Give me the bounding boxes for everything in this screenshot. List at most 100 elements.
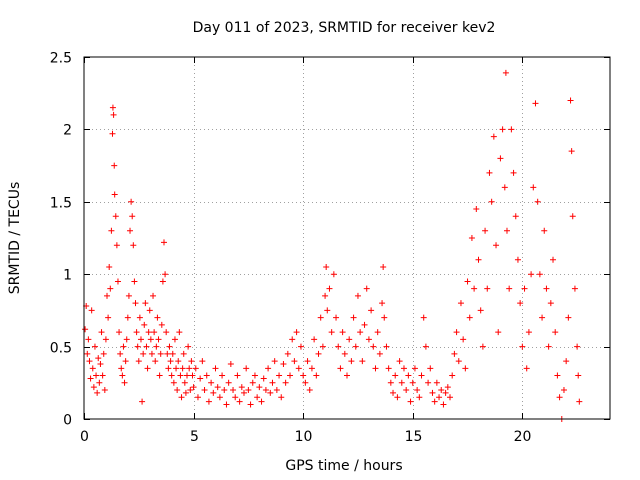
data-point [376,350,383,357]
data-point [260,375,267,382]
data-point [91,343,98,350]
data-point [111,191,118,198]
data-point [372,365,379,372]
data-point [123,336,130,343]
data-point [341,350,348,357]
data-point [113,242,120,249]
data-point [387,379,394,386]
data-point [488,198,495,205]
data-point [523,365,530,372]
data-point [416,394,423,401]
data-point [300,372,307,379]
data-point [258,398,265,405]
data-point [142,300,149,307]
data-point [100,350,107,357]
data-point [352,343,359,350]
x-tick-label: 20 [514,429,532,445]
x-tick-label: 15 [405,429,423,445]
data-point [484,285,491,292]
data-point [97,360,104,367]
data-point [170,379,177,386]
data-point [122,358,129,365]
data-point [129,213,136,220]
data-point [125,292,132,299]
data-point [350,314,357,321]
data-point [165,365,172,372]
data-point [442,389,449,396]
data-point [311,336,318,343]
data-point [271,358,278,365]
data-point [429,389,436,396]
data-point [411,365,418,372]
data-point [370,343,377,350]
data-point [403,387,410,394]
data-point [105,314,112,321]
data-point [284,350,291,357]
data-point [247,401,254,408]
data-point [179,365,186,372]
y-tick-label: 0 [63,413,72,429]
data-point [254,394,261,401]
data-point [236,398,243,405]
data-point [89,365,96,372]
data-point [333,314,340,321]
data-point [186,365,193,372]
data-point [427,365,434,372]
data-point [127,227,134,234]
data-point [108,227,115,234]
data-point [99,372,106,379]
x-tick-label: 10 [295,429,313,445]
data-point [466,314,473,321]
data-point [154,314,161,321]
data-point [438,387,445,394]
data-point [201,387,208,394]
data-point [110,111,117,118]
data-point [176,329,183,336]
data-point [304,358,311,365]
data-point [199,358,206,365]
data-point [552,329,559,336]
data-point [396,358,403,365]
data-point [521,285,528,292]
data-point [574,343,581,350]
data-point [433,379,440,386]
data-point [107,285,114,292]
data-point [276,372,283,379]
data-point [560,387,567,394]
data-point [163,329,170,336]
data-point [287,372,294,379]
data-point [121,379,128,386]
data-point [306,387,313,394]
data-point [86,358,93,365]
data-point [262,387,269,394]
data-point [106,263,113,270]
data-point [475,256,482,263]
data-point [479,343,486,350]
data-point [293,329,300,336]
data-point [568,148,575,155]
data-point [219,372,226,379]
data-point [319,343,326,350]
data-point [556,394,563,401]
data-point [563,358,570,365]
data-point [381,314,388,321]
data-point [394,394,401,401]
data-point [190,384,197,391]
data-point [324,307,331,314]
data-point [174,387,181,394]
data-point [543,285,550,292]
data-point [326,285,333,292]
data-point [392,372,399,379]
data-point [225,379,232,386]
data-point [460,336,467,343]
data-point [547,300,554,307]
data-point [576,398,583,405]
axes: 0 5 10 15 20 0 0.5 1 1.5 2 2.5 [50,51,610,445]
data-point [295,365,302,372]
data-point [330,271,337,278]
data-point [368,307,375,314]
x-tick-label: 5 [190,429,199,445]
data-point [499,126,506,133]
data-point [214,384,221,391]
